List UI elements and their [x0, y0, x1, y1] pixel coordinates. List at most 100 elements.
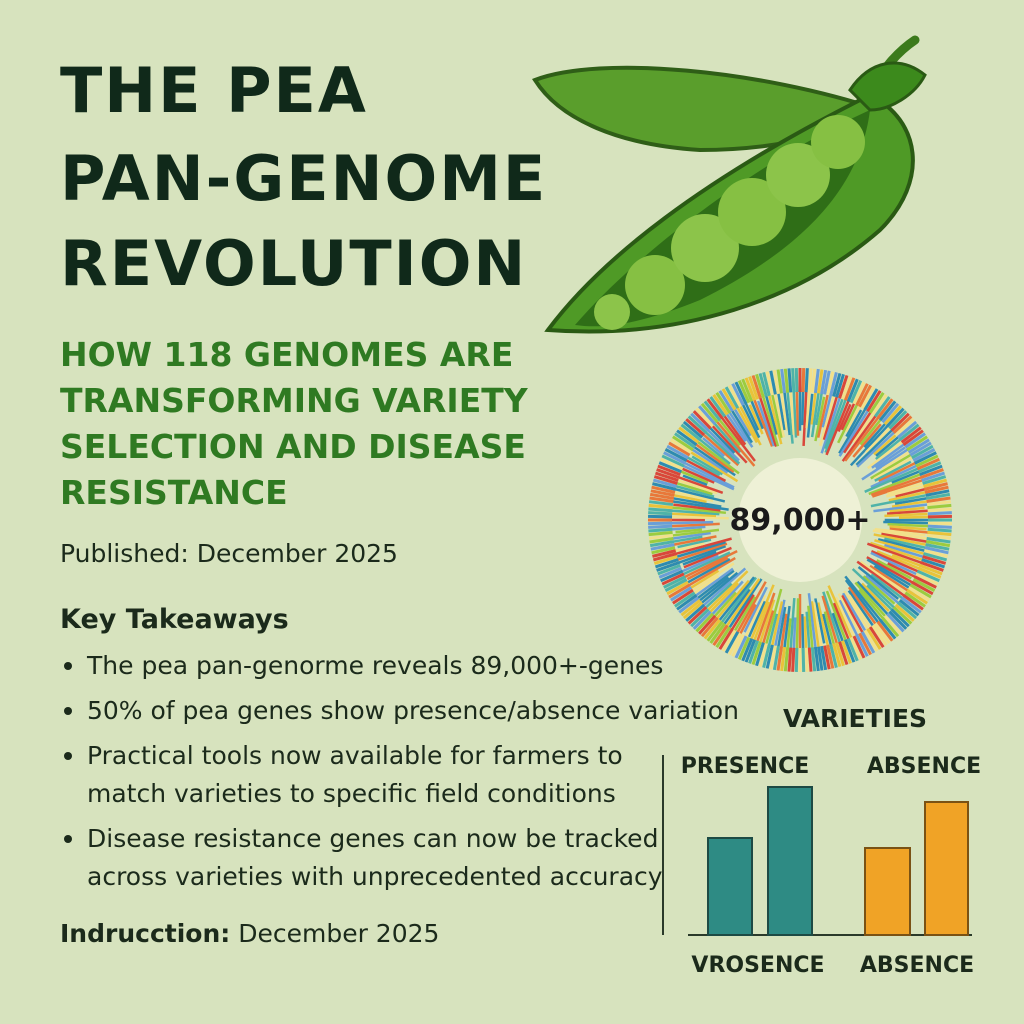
ring-stripe: [834, 596, 859, 644]
ring-stripe: [870, 549, 921, 574]
ring-stripe: [927, 524, 952, 529]
ring-stripe: [734, 581, 767, 637]
ring-stripe: [741, 637, 754, 662]
ring-stripe: [755, 373, 765, 398]
ring-stripe: [648, 524, 673, 529]
ring-stripe: [727, 578, 763, 631]
ring-stripe: [649, 492, 675, 500]
ring-stripe: [876, 620, 894, 642]
ring-stripe: [802, 388, 808, 447]
ring-stripe: [700, 616, 719, 638]
ring-stripe: [883, 405, 902, 426]
ring-stripe: [920, 561, 944, 572]
ring-stripe: [866, 542, 929, 567]
ring-stripe: [832, 643, 842, 668]
ring-stripe: [685, 603, 706, 622]
ring-stripe: [670, 542, 705, 553]
ring-stripe: [820, 369, 828, 395]
ring-stripe: [658, 461, 683, 474]
ring-stripe: [870, 464, 918, 489]
ring-stripe: [914, 451, 937, 465]
ring-stripe: [680, 598, 702, 617]
ring-stripe: [866, 556, 919, 587]
ring-stripe: [762, 643, 771, 668]
ring-stripe: [672, 435, 694, 452]
title-line: THE PEA: [60, 54, 368, 127]
ring-stripe: [906, 435, 928, 452]
ring-stripe: [695, 407, 714, 428]
ring-stripe: [666, 444, 689, 460]
ring-stripe: [900, 426, 922, 444]
ring-stripe: [780, 646, 787, 672]
ring-stripe: [872, 529, 935, 541]
ring-stripe: [888, 410, 908, 430]
ring-stripe: [866, 390, 882, 413]
ring-stripe: [751, 374, 762, 399]
ring-stripe: [660, 457, 684, 471]
ring-stripe: [650, 543, 675, 551]
pea-pod-illustration: [532, 35, 927, 334]
ring-stripe: [801, 647, 806, 672]
ring-stripe: [751, 641, 762, 666]
ring-stripe: [783, 647, 790, 672]
ring-stripe: [660, 569, 684, 583]
ring-stripe: [856, 560, 905, 597]
ring-stripe: [921, 471, 946, 482]
ring-stripe: [886, 612, 905, 633]
ring-stripe: [691, 455, 723, 476]
ring-stripe: [703, 400, 722, 422]
ring-stripe: [865, 425, 893, 454]
ring-stripe: [744, 639, 757, 663]
ring-stripe: [758, 643, 768, 668]
ring-stripe: [791, 647, 796, 672]
ring-stripe: [832, 602, 850, 640]
ring-stripe: [712, 624, 729, 646]
ring-stripe: [866, 584, 893, 611]
ring-stripe: [838, 374, 849, 399]
ring-stripe: [868, 392, 885, 414]
ring-stripe: [851, 568, 899, 613]
ring-stripe: [648, 533, 674, 540]
ring-stripe: [881, 450, 912, 470]
takeaway-line: The pea pan-genorme reveals 89,000+-gene…: [86, 651, 663, 680]
ring-stripe: [648, 527, 673, 533]
ring-stripe: [700, 570, 749, 617]
ring-stripe: [922, 555, 947, 565]
ring-stripe: [670, 438, 693, 454]
chart-label: VROSENCE: [691, 953, 824, 978]
bullet-dot: [64, 707, 72, 715]
ring-stripe: [670, 586, 693, 602]
ring-stripe: [912, 578, 936, 592]
ring-stripe: [737, 636, 751, 660]
bar: [767, 786, 813, 936]
ring-stripe: [682, 601, 704, 620]
ring-stripe: [874, 622, 891, 644]
ring-stripe: [874, 460, 912, 482]
ring-stripe: [675, 554, 719, 576]
ring-stripe: [825, 590, 851, 650]
ring-stripe: [668, 531, 711, 541]
ring-label: 89,000+: [730, 503, 871, 538]
ring-stripe: [795, 598, 800, 654]
ring-stripe: [892, 415, 913, 434]
ring-stripe: [772, 645, 780, 671]
ring-stripe: [886, 484, 927, 498]
ring-stripe: [826, 644, 835, 669]
ring-stripe: [735, 404, 758, 444]
ring-stripe: [883, 614, 902, 635]
title-line: REVOLUTION: [60, 227, 527, 300]
ring-stripe: [892, 606, 913, 625]
ring-stripe: [669, 528, 720, 538]
ring-stripe: [695, 612, 714, 633]
ring-stripe: [881, 616, 900, 638]
ring-stripe: [911, 580, 934, 596]
ring-stripe: [874, 446, 906, 469]
ring-stripe: [926, 537, 951, 544]
ring-stripe: [895, 486, 930, 498]
ring-stripe: [785, 386, 794, 444]
ring-stripe: [904, 432, 926, 449]
ring-stripe: [734, 635, 748, 659]
ring-stripe: [765, 644, 774, 669]
ring-stripe: [653, 555, 678, 565]
